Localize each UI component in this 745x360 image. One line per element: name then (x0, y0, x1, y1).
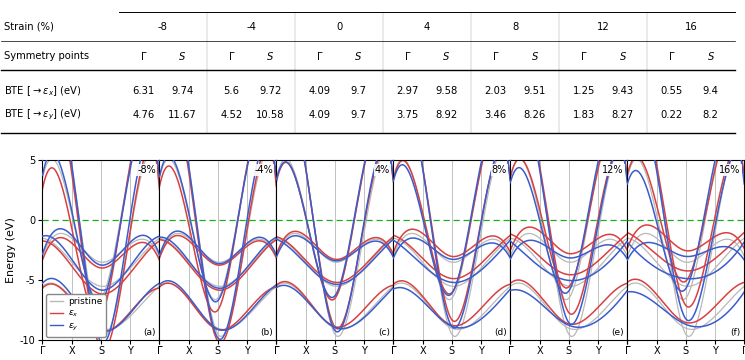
Text: $\mathit{S}$: $\mathit{S}$ (443, 50, 451, 62)
Text: 10.58: 10.58 (256, 110, 285, 120)
Text: 6.31: 6.31 (133, 86, 155, 96)
Text: 1.25: 1.25 (573, 86, 595, 96)
Text: 0.55: 0.55 (661, 86, 683, 96)
Text: -4: -4 (246, 22, 256, 32)
Text: 8.26: 8.26 (524, 110, 545, 120)
Text: 9.58: 9.58 (435, 86, 457, 96)
Text: (e): (e) (611, 328, 624, 338)
Text: $\mathit{S}$: $\mathit{S}$ (707, 50, 714, 62)
Text: 4.09: 4.09 (308, 110, 331, 120)
Text: 3.46: 3.46 (485, 110, 507, 120)
Text: BTE $[\rightarrow\epsilon_y]$ (eV): BTE $[\rightarrow\epsilon_y]$ (eV) (4, 108, 81, 122)
Text: (c): (c) (378, 328, 390, 338)
Text: 8.2: 8.2 (703, 110, 719, 120)
Text: 11.67: 11.67 (168, 110, 197, 120)
Text: BTE $[\rightarrow\epsilon_x]$ (eV): BTE $[\rightarrow\epsilon_x]$ (eV) (4, 84, 81, 98)
Text: Symmetry points: Symmetry points (4, 51, 89, 61)
Text: 9.7: 9.7 (350, 110, 367, 120)
Text: $\mathit{S}$: $\mathit{S}$ (355, 50, 362, 62)
Text: $\mathit{\Gamma}$: $\mathit{\Gamma}$ (228, 50, 235, 62)
Y-axis label: Energy (eV): Energy (eV) (6, 217, 16, 283)
Text: $\mathit{\Gamma}$: $\mathit{\Gamma}$ (316, 50, 323, 62)
Text: 0: 0 (336, 22, 342, 32)
Text: 16%: 16% (720, 165, 741, 175)
Text: -8%: -8% (137, 165, 156, 175)
Text: $\mathit{\Gamma}$: $\mathit{\Gamma}$ (668, 50, 676, 62)
Text: $\mathit{\Gamma}$: $\mathit{\Gamma}$ (492, 50, 500, 62)
Legend: pristine, $\epsilon_x$, $\epsilon_y$: pristine, $\epsilon_x$, $\epsilon_y$ (46, 294, 106, 337)
Text: Strain (%): Strain (%) (4, 22, 54, 32)
Text: 9.43: 9.43 (612, 86, 634, 96)
Text: 12%: 12% (602, 165, 624, 175)
Text: -8: -8 (158, 22, 168, 32)
Text: 8%: 8% (492, 165, 507, 175)
Text: (d): (d) (494, 328, 507, 338)
Text: $\mathit{S}$: $\mathit{S}$ (618, 50, 627, 62)
Text: 9.4: 9.4 (703, 86, 719, 96)
Text: 2.97: 2.97 (396, 86, 419, 96)
Text: 9.74: 9.74 (171, 86, 194, 96)
Text: 4.52: 4.52 (221, 110, 243, 120)
Text: $\mathit{S}$: $\mathit{S}$ (530, 50, 539, 62)
Text: (f): (f) (731, 328, 741, 338)
Text: 12: 12 (597, 22, 609, 32)
Text: 5.6: 5.6 (224, 86, 240, 96)
Text: 4.09: 4.09 (308, 86, 331, 96)
Text: 8: 8 (512, 22, 519, 32)
Text: 9.72: 9.72 (259, 86, 282, 96)
Text: 4: 4 (424, 22, 430, 32)
Text: 16: 16 (685, 22, 697, 32)
Text: 0.22: 0.22 (661, 110, 683, 120)
Text: -4%: -4% (254, 165, 273, 175)
Text: 4.76: 4.76 (133, 110, 155, 120)
Text: $\mathit{\Gamma}$: $\mathit{\Gamma}$ (404, 50, 411, 62)
Text: 8.92: 8.92 (435, 110, 457, 120)
Text: 9.7: 9.7 (350, 86, 367, 96)
Text: 8.27: 8.27 (612, 110, 634, 120)
Text: 9.51: 9.51 (523, 86, 546, 96)
Text: 1.83: 1.83 (573, 110, 595, 120)
Text: (a): (a) (144, 328, 156, 338)
Text: (b): (b) (260, 328, 273, 338)
Text: $\mathit{S}$: $\mathit{S}$ (267, 50, 274, 62)
Text: 2.03: 2.03 (485, 86, 507, 96)
Text: 3.75: 3.75 (396, 110, 419, 120)
Text: $\mathit{S}$: $\mathit{S}$ (178, 50, 186, 62)
Text: $\mathit{\Gamma}$: $\mathit{\Gamma}$ (140, 50, 148, 62)
Text: 4%: 4% (375, 165, 390, 175)
Text: $\mathit{\Gamma}$: $\mathit{\Gamma}$ (580, 50, 588, 62)
